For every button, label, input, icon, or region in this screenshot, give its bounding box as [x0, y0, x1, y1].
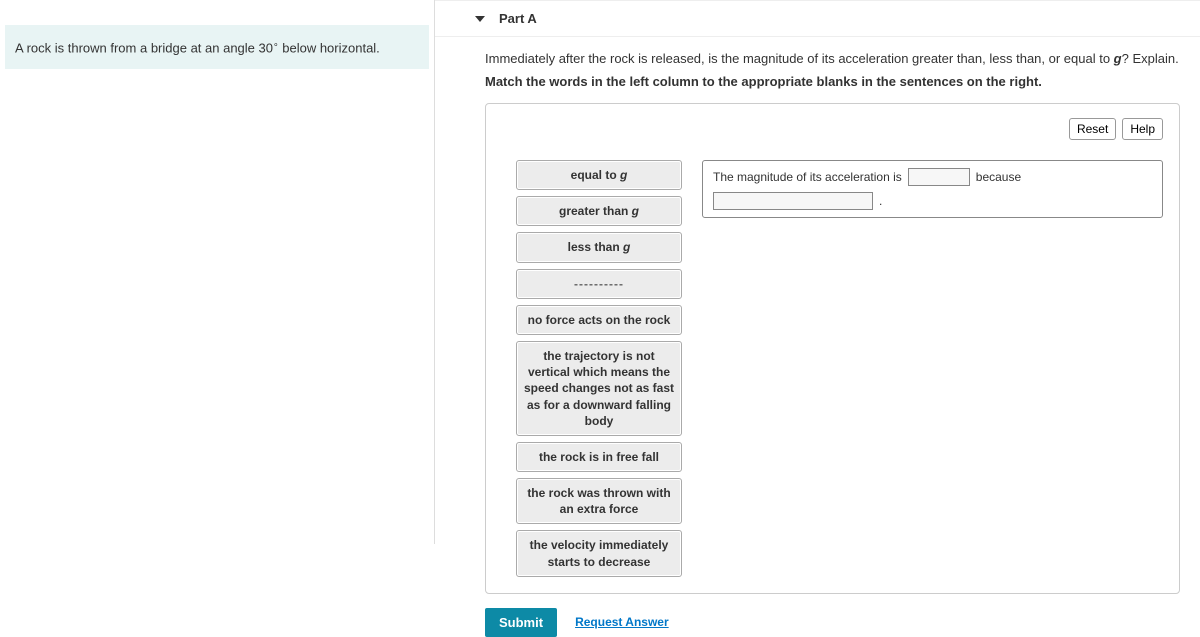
- sentence-part-1: The magnitude of its acceleration is: [713, 170, 902, 184]
- tile-text: less than: [568, 240, 623, 254]
- request-answer-link[interactable]: Request Answer: [575, 615, 669, 629]
- part-title: Part A: [499, 11, 537, 26]
- main-container: A rock is thrown from a bridge at an ang…: [0, 0, 1200, 544]
- question-before: Immediately after the rock is released, …: [485, 51, 1114, 66]
- submit-button[interactable]: Submit: [485, 608, 557, 637]
- tile-velocity-decrease[interactable]: the velocity immediately starts to decre…: [516, 530, 682, 576]
- sentence-area: The magnitude of its acceleration is bec…: [702, 160, 1163, 218]
- work-area: Reset Help equal to g greater than g les…: [485, 103, 1180, 594]
- tile-less-than-g[interactable]: less than g: [516, 232, 682, 262]
- problem-text-after: below horizontal.: [279, 40, 380, 55]
- sentence-box: The magnitude of its acceleration is bec…: [702, 160, 1163, 218]
- tile-var: g: [623, 240, 630, 254]
- tile-equal-to-g[interactable]: equal to g: [516, 160, 682, 190]
- tile-text: greater than: [559, 204, 632, 218]
- problem-text-before: A rock is thrown from a bridge at an ang…: [15, 40, 273, 55]
- reset-button[interactable]: Reset: [1069, 118, 1116, 140]
- part-header[interactable]: Part A: [435, 0, 1200, 37]
- drop-slot-1[interactable]: [908, 168, 970, 186]
- tile-trajectory[interactable]: the trajectory is not vertical which mea…: [516, 341, 682, 436]
- sentence-part-2: because: [976, 170, 1021, 184]
- drop-slot-2[interactable]: [713, 192, 873, 210]
- question-text: Immediately after the rock is released, …: [485, 51, 1180, 66]
- tile-free-fall[interactable]: the rock is in free fall: [516, 442, 682, 472]
- question-var: g: [1114, 51, 1122, 66]
- help-button[interactable]: Help: [1122, 118, 1163, 140]
- right-panel: Part A Immediately after the rock is rel…: [435, 0, 1200, 544]
- tile-no-force[interactable]: no force acts on the rock: [516, 305, 682, 335]
- tile-blank[interactable]: ----------: [516, 269, 682, 299]
- instruction-text: Match the words in the left column to th…: [485, 74, 1180, 89]
- word-bank: equal to g greater than g less than g --…: [502, 160, 682, 577]
- left-panel: A rock is thrown from a bridge at an ang…: [0, 0, 435, 544]
- question-after: ? Explain.: [1122, 51, 1179, 66]
- problem-statement: A rock is thrown from a bridge at an ang…: [5, 25, 429, 69]
- tile-text: equal to: [571, 168, 620, 182]
- tile-var: g: [620, 168, 627, 182]
- tile-extra-force[interactable]: the rock was thrown with an extra force: [516, 478, 682, 524]
- match-row: equal to g greater than g less than g --…: [502, 160, 1163, 577]
- sentence-part-3: .: [879, 194, 882, 208]
- part-body: Immediately after the rock is released, …: [435, 37, 1200, 637]
- submit-row: Submit Request Answer: [485, 608, 1180, 637]
- top-buttons: Reset Help: [502, 118, 1163, 140]
- chevron-down-icon: [475, 16, 485, 22]
- tile-greater-than-g[interactable]: greater than g: [516, 196, 682, 226]
- tile-var: g: [632, 204, 639, 218]
